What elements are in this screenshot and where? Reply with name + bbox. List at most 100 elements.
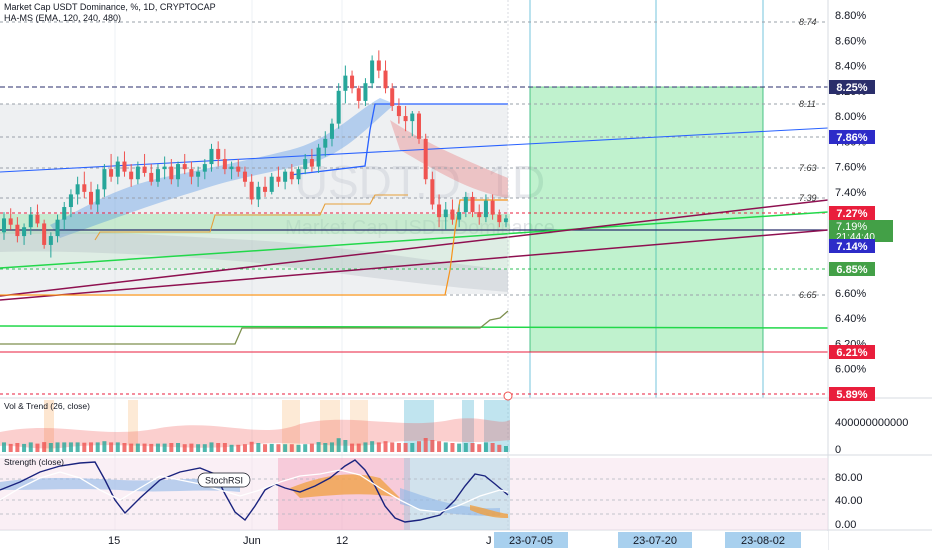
- candle-body[interactable]: [390, 88, 395, 106]
- candle-body[interactable]: [249, 181, 254, 200]
- green-line-flat[interactable]: [0, 325, 829, 329]
- candle-body[interactable]: [189, 169, 194, 177]
- maroon-trendline-upper[interactable]: [0, 199, 829, 297]
- candle-body[interactable]: [350, 75, 355, 89]
- candle-body[interactable]: [95, 189, 100, 205]
- volume-bar: [416, 441, 421, 452]
- candle-body[interactable]: [129, 171, 134, 180]
- candle-body[interactable]: [89, 191, 94, 205]
- candle-body[interactable]: [122, 161, 127, 172]
- candle-body[interactable]: [336, 90, 341, 124]
- candle-body[interactable]: [55, 219, 60, 237]
- candle-body[interactable]: [42, 223, 47, 245]
- date-badge-3: 23-08-02: [741, 535, 785, 547]
- volume-bar: [169, 443, 174, 452]
- volume-bar: [8, 443, 13, 452]
- candle-body[interactable]: [48, 236, 53, 245]
- date-badge-2-bg: [618, 532, 692, 548]
- candle-body[interactable]: [1, 218, 7, 233]
- volume-bar: [242, 444, 247, 452]
- candle-body[interactable]: [15, 224, 20, 237]
- candle-body[interactable]: [142, 166, 147, 173]
- candle-body[interactable]: [75, 184, 80, 195]
- candle-body[interactable]: [316, 147, 321, 167]
- candle-body[interactable]: [135, 166, 140, 180]
- candle-body[interactable]: [477, 212, 482, 218]
- candle-body[interactable]: [22, 227, 27, 237]
- candle-body[interactable]: [309, 159, 314, 167]
- candle-body[interactable]: [303, 159, 308, 170]
- candle-body[interactable]: [155, 169, 160, 182]
- candle-body[interactable]: [323, 138, 328, 148]
- candle-body[interactable]: [68, 194, 73, 208]
- candle-body[interactable]: [222, 159, 227, 170]
- candle-body[interactable]: [376, 60, 381, 71]
- candle-body[interactable]: [396, 105, 401, 117]
- candle-body[interactable]: [82, 184, 87, 192]
- volume-bar: [450, 443, 455, 452]
- candle-body[interactable]: [463, 196, 468, 213]
- candle-body[interactable]: [450, 209, 455, 220]
- candle-body[interactable]: [283, 171, 288, 182]
- candle-body[interactable]: [263, 186, 268, 192]
- maroon-trendline-lower[interactable]: [0, 229, 829, 301]
- candle-body[interactable]: [416, 113, 421, 139]
- volume-bar: [483, 442, 488, 452]
- candle-body[interactable]: [176, 164, 181, 180]
- candle-body[interactable]: [329, 123, 334, 139]
- candle-body[interactable]: [343, 75, 348, 91]
- candle-body[interactable]: [236, 166, 241, 172]
- candle-body[interactable]: [209, 148, 214, 165]
- candle-body[interactable]: [115, 161, 120, 177]
- candle-body[interactable]: [410, 113, 415, 122]
- candle-body[interactable]: [196, 171, 201, 177]
- candle-body[interactable]: [242, 171, 247, 182]
- candle-body[interactable]: [296, 169, 301, 180]
- candle-body[interactable]: [269, 176, 274, 192]
- candle-body[interactable]: [423, 138, 428, 180]
- volume-bar: [22, 443, 27, 452]
- candle-body[interactable]: [216, 148, 221, 160]
- candle-body[interactable]: [363, 83, 368, 101]
- candle-body[interactable]: [229, 166, 234, 170]
- candle-body[interactable]: [370, 60, 375, 84]
- candle-body[interactable]: [256, 186, 261, 200]
- green-trendline-upper[interactable]: [0, 211, 829, 269]
- candle-body[interactable]: [182, 164, 187, 170]
- candle-body[interactable]: [62, 207, 67, 220]
- stochrsi-label-box[interactable]: [197, 472, 251, 488]
- date-badge-3-bg: [725, 532, 801, 548]
- candle-body[interactable]: [102, 169, 107, 190]
- candle-body[interactable]: [202, 164, 207, 172]
- candle-body[interactable]: [149, 172, 154, 182]
- candle-body[interactable]: [430, 179, 435, 205]
- candle-body[interactable]: [497, 214, 502, 223]
- candle-body[interactable]: [503, 218, 509, 223]
- alert-icon[interactable]: [503, 391, 513, 401]
- volume-bar: [269, 443, 274, 452]
- vol-pane-title: Vol & Trend (26, close): [4, 401, 90, 411]
- volume-bar: [383, 441, 388, 452]
- candle-body[interactable]: [470, 196, 475, 213]
- candle-body[interactable]: [457, 212, 462, 220]
- candle-body[interactable]: [276, 176, 281, 182]
- volume-bar: [423, 438, 428, 452]
- candle-body[interactable]: [490, 200, 495, 215]
- candle-body[interactable]: [289, 171, 294, 180]
- candle-body[interactable]: [169, 166, 174, 180]
- volume-bar: [122, 443, 127, 452]
- candle-body[interactable]: [109, 169, 114, 177]
- candle-body[interactable]: [483, 200, 488, 218]
- candle-body[interactable]: [8, 218, 13, 225]
- candle-body[interactable]: [403, 116, 408, 122]
- candle-body[interactable]: [162, 166, 167, 170]
- volume-bar: [202, 444, 207, 452]
- candle-body[interactable]: [383, 70, 388, 89]
- candle-body[interactable]: [28, 214, 33, 228]
- candle-body[interactable]: [356, 88, 361, 101]
- candle-body[interactable]: [443, 209, 448, 218]
- candle-body[interactable]: [437, 204, 442, 218]
- level-6-65: 6.65: [799, 290, 818, 300]
- candle-body[interactable]: [35, 214, 40, 224]
